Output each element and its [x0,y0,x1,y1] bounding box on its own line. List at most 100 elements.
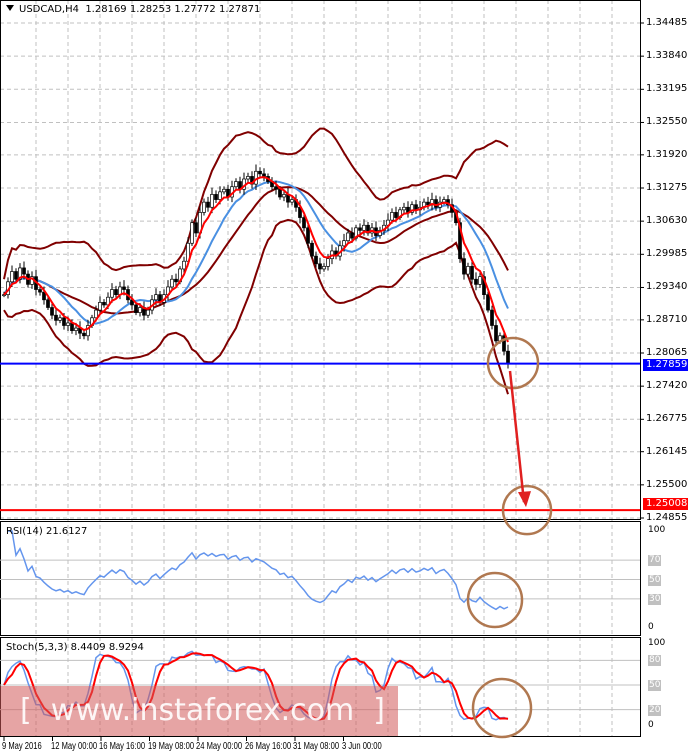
candle-body [426,201,430,206]
rsi-panel-border [0,521,641,636]
candle [414,199,418,214]
candle-body [350,232,354,239]
candle [50,303,54,320]
candle-body [18,267,22,280]
candle-body [506,350,510,364]
rsi-axis-label: 0 [648,622,654,632]
candle-body [110,289,114,298]
candle [170,275,174,291]
time-tick-label: 12 May 00:00 [50,741,97,752]
candle-body [154,294,158,301]
candle [494,319,498,347]
candle-body [478,276,482,285]
candle [434,195,438,211]
candle-body [402,206,406,211]
dropdown-triangle-icon[interactable] [6,5,14,11]
candle-body [410,204,414,213]
candle [466,262,470,278]
candle [502,330,506,356]
fast-moving-average [3,176,509,343]
price-tick-label: 1.24855 [646,512,688,523]
stoch-level-label: 20 [648,704,662,716]
candle [142,301,146,321]
candle [334,247,338,260]
candle [446,195,450,209]
candle-body [494,325,498,342]
candle-body [170,278,174,288]
candle-body [346,232,350,242]
level-price-badge: 1.27859 [643,359,688,372]
candle-body [98,302,102,311]
candle [190,219,194,247]
candle [194,217,198,238]
time-tick-label: 31 May 08:00 [293,741,340,752]
candle [54,309,58,326]
stoch-axis-label: 0 [648,720,654,730]
candle-body [358,227,362,231]
candle-body [114,289,118,296]
candle [482,271,486,300]
candle-body [254,170,258,185]
candle [318,257,322,275]
candle-body [218,191,222,200]
candle [258,167,262,178]
price-tick-label: 1.32550 [646,116,688,128]
candle [346,228,350,245]
candle-body [42,291,46,301]
candle-body [490,309,494,326]
candle [222,186,226,195]
candle-body [102,302,106,306]
candle [58,314,62,324]
candle [486,291,490,313]
candle-body [246,176,250,180]
candle-body [202,201,206,213]
candle-body [462,258,466,275]
candle-body [322,266,326,270]
candle [358,223,362,235]
candle-body [82,332,86,337]
candle [238,176,242,194]
candle-body [174,278,178,283]
candle-body [46,299,50,308]
watermark: [ www.instaforex.com ] [0,686,398,736]
candle-body [458,222,462,260]
candle [158,290,162,306]
candle-body [222,188,226,193]
price-tick-label: 1.29985 [646,248,688,260]
candle-body [62,317,66,326]
candle [182,256,186,273]
candle-body [274,186,278,190]
candle-body [290,199,294,203]
candle [286,188,290,208]
candle-body [302,217,306,229]
candle-body [38,289,42,293]
candle-body [378,230,382,236]
price-tick-label: 1.33195 [646,83,688,95]
candle-body [310,242,314,257]
high-value: 1.28253 [129,4,172,15]
candle [38,285,42,296]
time-tick-label: 16 May 16:00 [99,741,146,752]
chart-title[interactable]: USDCAD,H4 1.28169 1.28253 1.27772 1.2787… [6,4,260,15]
candle-body [14,271,18,280]
time-tick-label: 3 Jun 00:00 [341,741,382,752]
annotation-circle [466,571,524,629]
candle [402,202,406,214]
price-tick-label: 1.26145 [646,445,688,457]
main-panel-border [0,0,641,520]
candle [462,252,466,280]
candle-body [466,266,470,275]
candle-body [74,327,78,331]
candle [314,251,318,268]
candle-body [390,212,394,221]
candle-body [214,194,218,200]
candle-body [306,227,310,244]
candle-body [50,307,54,316]
price-tick-label: 1.34485 [646,17,688,28]
candle-body [434,199,438,208]
candle-body [282,194,286,198]
candle-body [122,286,126,290]
candle [406,201,410,218]
bollinger-middle-band [3,186,509,315]
